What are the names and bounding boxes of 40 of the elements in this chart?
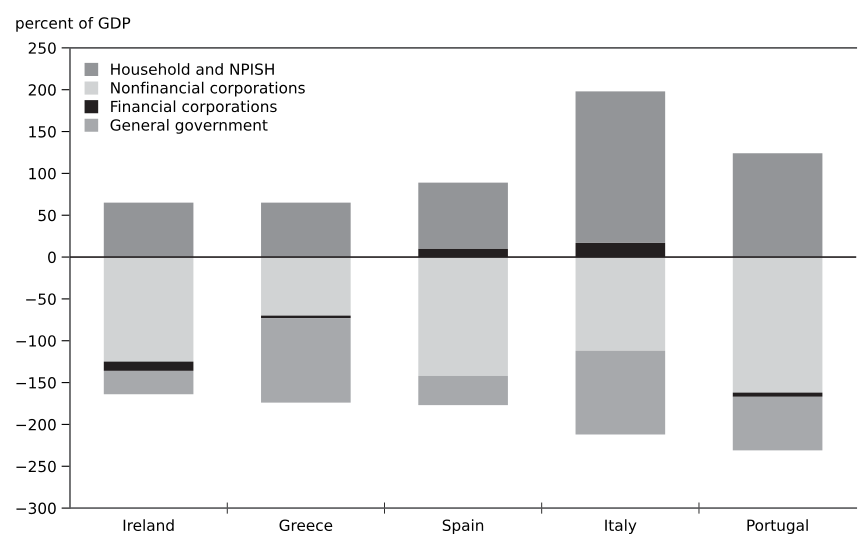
- legend-label: General government: [110, 118, 268, 134]
- y-tick-label: 0: [48, 252, 56, 264]
- x-tick-label: Spain: [442, 519, 484, 534]
- bar: [104, 370, 194, 394]
- y-tick-label: −250: [16, 460, 56, 472]
- bar: [104, 202, 194, 258]
- x-tick-label: Ireland: [124, 519, 174, 532]
- x-tick-label: Greece: [280, 519, 332, 532]
- bar: [732, 153, 822, 258]
- x-tick-label: Italy: [605, 519, 636, 534]
- y-tick-label: 50: [38, 210, 56, 222]
- bar: [104, 362, 194, 371]
- bar: [576, 257, 666, 351]
- y-axis-title: percent of GDP: [16, 16, 130, 32]
- bar: [732, 396, 822, 450]
- bar: [261, 202, 351, 258]
- bar: [261, 318, 351, 403]
- y-tick-label: 250: [28, 42, 56, 54]
- y-tick-label: −300: [16, 502, 56, 514]
- x-tick-label: Portugal: [747, 519, 808, 534]
- y-tick-label: −100: [16, 335, 56, 347]
- bar: [732, 257, 822, 393]
- bar: [104, 257, 194, 362]
- legend-label: Nonfinancial corporations: [111, 82, 305, 97]
- bar: [576, 350, 666, 434]
- y-tick-label: −50: [26, 293, 56, 305]
- bar: [418, 376, 508, 406]
- bar: [418, 257, 508, 376]
- legend-label: Financial corporations: [111, 100, 277, 116]
- y-tick-label: −150: [16, 377, 56, 389]
- y-tick-label: 100: [29, 168, 56, 180]
- bar: [418, 182, 508, 249]
- y-tick-label: 150: [29, 126, 56, 138]
- y-tick-label: 200: [28, 84, 56, 96]
- bar: [732, 392, 822, 397]
- legend-label: Household and NPISH: [111, 63, 274, 75]
- y-tick-label: −200: [16, 418, 56, 430]
- bar: [261, 316, 351, 318]
- bar: [261, 257, 351, 316]
- bar: [576, 91, 666, 243]
